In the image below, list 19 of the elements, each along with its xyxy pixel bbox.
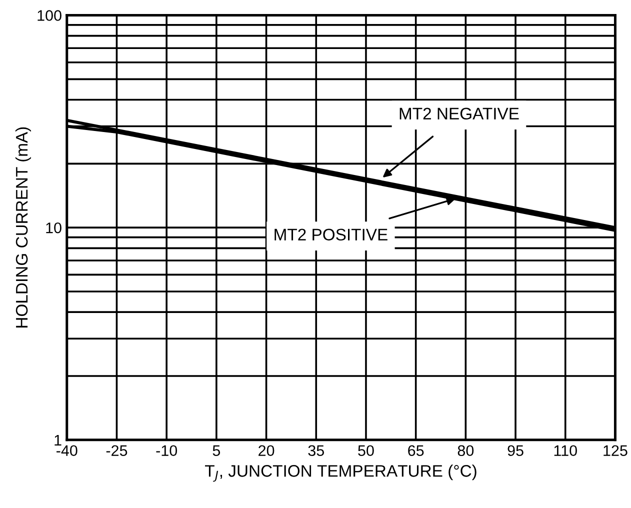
x-axis-title: T$_{J}$, JUNCTION TEMPERATURE (°C)	[205, 464, 476, 482]
y-tick-label: 10	[46, 222, 62, 234]
x-tick-label: -10	[156, 445, 178, 456]
annotation: MT2 NEGATIVE	[400, 108, 519, 120]
x-tick-label: 50	[358, 445, 374, 456]
x-tick-label: -25	[106, 445, 128, 456]
x-tick-label: 110	[554, 445, 577, 456]
x-tick-label: 35	[308, 445, 324, 456]
x-tick-label: 65	[408, 445, 424, 456]
x-tick-label: 20	[258, 445, 274, 456]
annotation: MT2 POSITIVE	[274, 228, 388, 241]
y-tick-label: 100	[38, 10, 62, 21]
y-tick-label: 1	[54, 434, 62, 446]
x-tick-label: -40	[56, 445, 78, 456]
y-axis-title: HOLDING CURRENT (mA)	[15, 127, 31, 328]
x-tick-label: 125	[604, 445, 628, 456]
x-tick-label: 95	[508, 445, 524, 456]
x-tick-label: 5	[212, 445, 220, 456]
x-tick-label: 80	[458, 445, 474, 456]
